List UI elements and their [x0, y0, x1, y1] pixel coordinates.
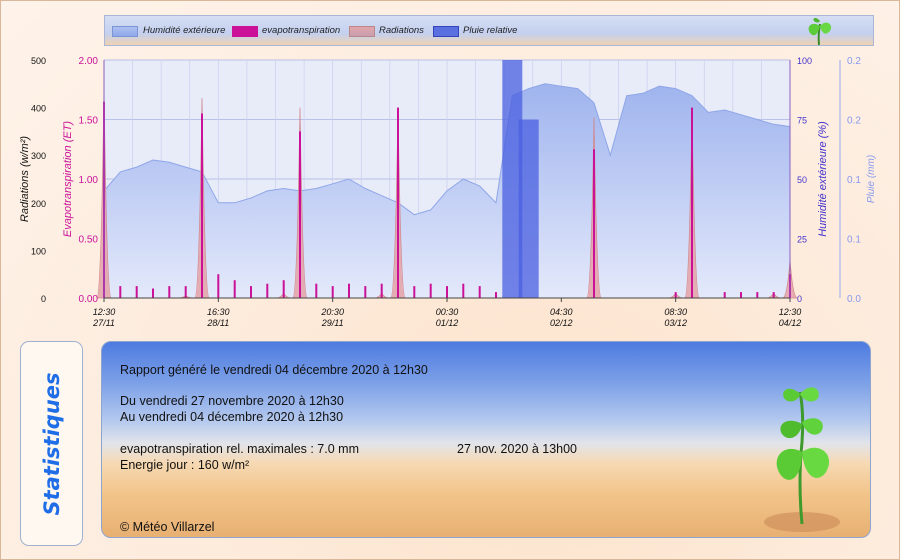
weather-chart: 500 400 300 200 100 0 2.00 1.50 1.00 0.50 0.00 100 7… — [0, 50, 900, 340]
stats-side-title: Statistiques — [40, 372, 64, 516]
x-tick-label-time: 12:30 — [779, 307, 802, 317]
et-bar — [184, 286, 187, 298]
et-bar — [397, 107, 399, 298]
et-bar — [478, 286, 481, 298]
tick-label-et: 1.00 — [79, 175, 99, 186]
tick-label-humidity: 25 — [797, 235, 807, 245]
et-bar — [723, 292, 726, 299]
x-tick-label-time: 16:30 — [207, 307, 230, 317]
report-panel: Rapport généré le vendredi 04 décembre 2… — [101, 341, 871, 538]
humidity-area — [103, 83, 791, 299]
plant-icon — [808, 17, 832, 46]
et-bar — [429, 283, 432, 298]
tick-label-et: 2.00 — [79, 56, 99, 67]
axis-title-et: Evapotranspiration (ET) — [62, 121, 74, 237]
et-bar — [462, 283, 465, 298]
et-bar — [315, 283, 318, 298]
tick-label-radiations: 300 — [31, 151, 46, 161]
axis-title-radiations: Radiations (w/m²) — [19, 136, 31, 223]
et-bar — [282, 280, 285, 298]
tick-label-humidity: 50 — [797, 175, 807, 185]
legend-swatch-humidity — [112, 26, 138, 37]
x-tick-label-date: 28/11 — [206, 318, 229, 328]
x-tick-label-date: 03/12 — [664, 318, 687, 328]
et-bar — [152, 288, 154, 298]
tick-label-radiations: 200 — [31, 199, 46, 209]
rain-bar — [502, 60, 523, 298]
legend-swatch-rain — [433, 26, 459, 37]
tick-label-rain: 0.2 — [847, 116, 861, 127]
tick-label-radiations: 400 — [31, 104, 46, 114]
et-bar — [740, 292, 742, 299]
et-bar — [331, 286, 334, 298]
et-bar — [691, 107, 693, 298]
x-tick-label-time: 08:30 — [664, 307, 687, 317]
x-tick-label-date: 01/12 — [436, 318, 459, 328]
x-tick-label-time: 12:30 — [93, 307, 116, 317]
x-tick-label-date: 27/11 — [92, 318, 115, 328]
tick-label-rain: 0.1 — [847, 235, 861, 246]
report-et-max-date: 27 nov. 2020 à 13h00 — [457, 442, 578, 456]
x-tick-label-date: 29/11 — [321, 318, 344, 328]
et-bar — [348, 283, 350, 298]
et-bar — [446, 286, 448, 298]
et-bar — [135, 286, 138, 298]
x-tick-label-date: 04/12 — [779, 318, 802, 328]
et-bar — [593, 149, 595, 299]
tick-label-et: 0.50 — [79, 235, 99, 246]
stats-side-tab: Statistiques — [20, 341, 83, 546]
et-bar — [364, 286, 367, 298]
tick-label-humidity: 75 — [797, 116, 807, 126]
et-bar — [250, 286, 252, 298]
axes: 50040030020010002.001.501.000.500.001007… — [31, 56, 861, 328]
et-bar — [772, 292, 775, 299]
report-from: Du vendredi 27 novembre 2020 à 12h30 — [120, 394, 344, 408]
chart-legend: Humidité extérieure evapotranspiration R… — [104, 15, 874, 46]
tick-label-humidity: 0 — [797, 294, 802, 304]
report-generated: Rapport généré le vendredi 04 décembre 2… — [120, 363, 428, 377]
et-bar — [201, 113, 203, 298]
axis-title-rain: Pluie (mm) — [866, 155, 877, 203]
et-bar — [266, 283, 269, 298]
report-et-max: evapotranspiration rel. maximales : 7.0 … — [120, 442, 359, 456]
tick-label-rain: 0.1 — [847, 175, 861, 186]
axis-title-humidity: Humidité extérieure (%) — [817, 121, 829, 237]
legend-label-radiations: Radiations — [379, 25, 424, 36]
x-tick-label-date: 02/12 — [550, 318, 573, 328]
tick-label-rain: 0.2 — [847, 56, 861, 67]
tick-label-radiations: 500 — [31, 56, 46, 66]
legend-label-humidity: Humidité extérieure — [143, 25, 226, 36]
x-tick-label-time: 04:30 — [550, 307, 573, 317]
legend-swatch-radiations — [349, 26, 375, 37]
tick-label-rain: 0.0 — [847, 294, 861, 305]
et-bar — [380, 283, 383, 298]
et-bar — [119, 286, 122, 298]
report-to: Au vendredi 04 décembre 2020 à 12h30 — [120, 410, 344, 424]
tick-label-et: 0.00 — [79, 294, 99, 305]
et-bar — [233, 280, 236, 298]
x-tick-label-time: 00:30 — [436, 307, 459, 317]
et-bar — [413, 286, 416, 298]
tick-label-radiations: 100 — [31, 246, 46, 256]
tick-label-radiations: 0 — [41, 294, 46, 304]
tick-label-et: 1.50 — [79, 116, 99, 127]
report-copyright: © Météo Villarzel — [120, 520, 215, 534]
chart-svg: 50040030020010002.001.501.000.500.001007… — [19, 56, 877, 328]
x-tick-label-time: 20:30 — [320, 307, 344, 317]
et-bar — [495, 292, 497, 299]
sprout-icon — [764, 387, 840, 532]
humidity-series — [103, 83, 791, 299]
legend-label-rain: Pluie relative — [463, 25, 518, 36]
et-bar — [217, 274, 220, 298]
et-bar — [168, 286, 171, 298]
legend-label-et: evapotranspiration — [262, 25, 341, 36]
et-bar — [299, 131, 301, 298]
tick-label-humidity: 100 — [797, 56, 812, 66]
et-bar — [756, 292, 759, 299]
rain-bars — [502, 60, 539, 298]
report-energy: Energie jour : 160 w/m² — [120, 458, 250, 472]
legend-swatch-et — [232, 26, 258, 37]
rain-bar — [518, 119, 539, 298]
et-bar — [674, 292, 677, 299]
